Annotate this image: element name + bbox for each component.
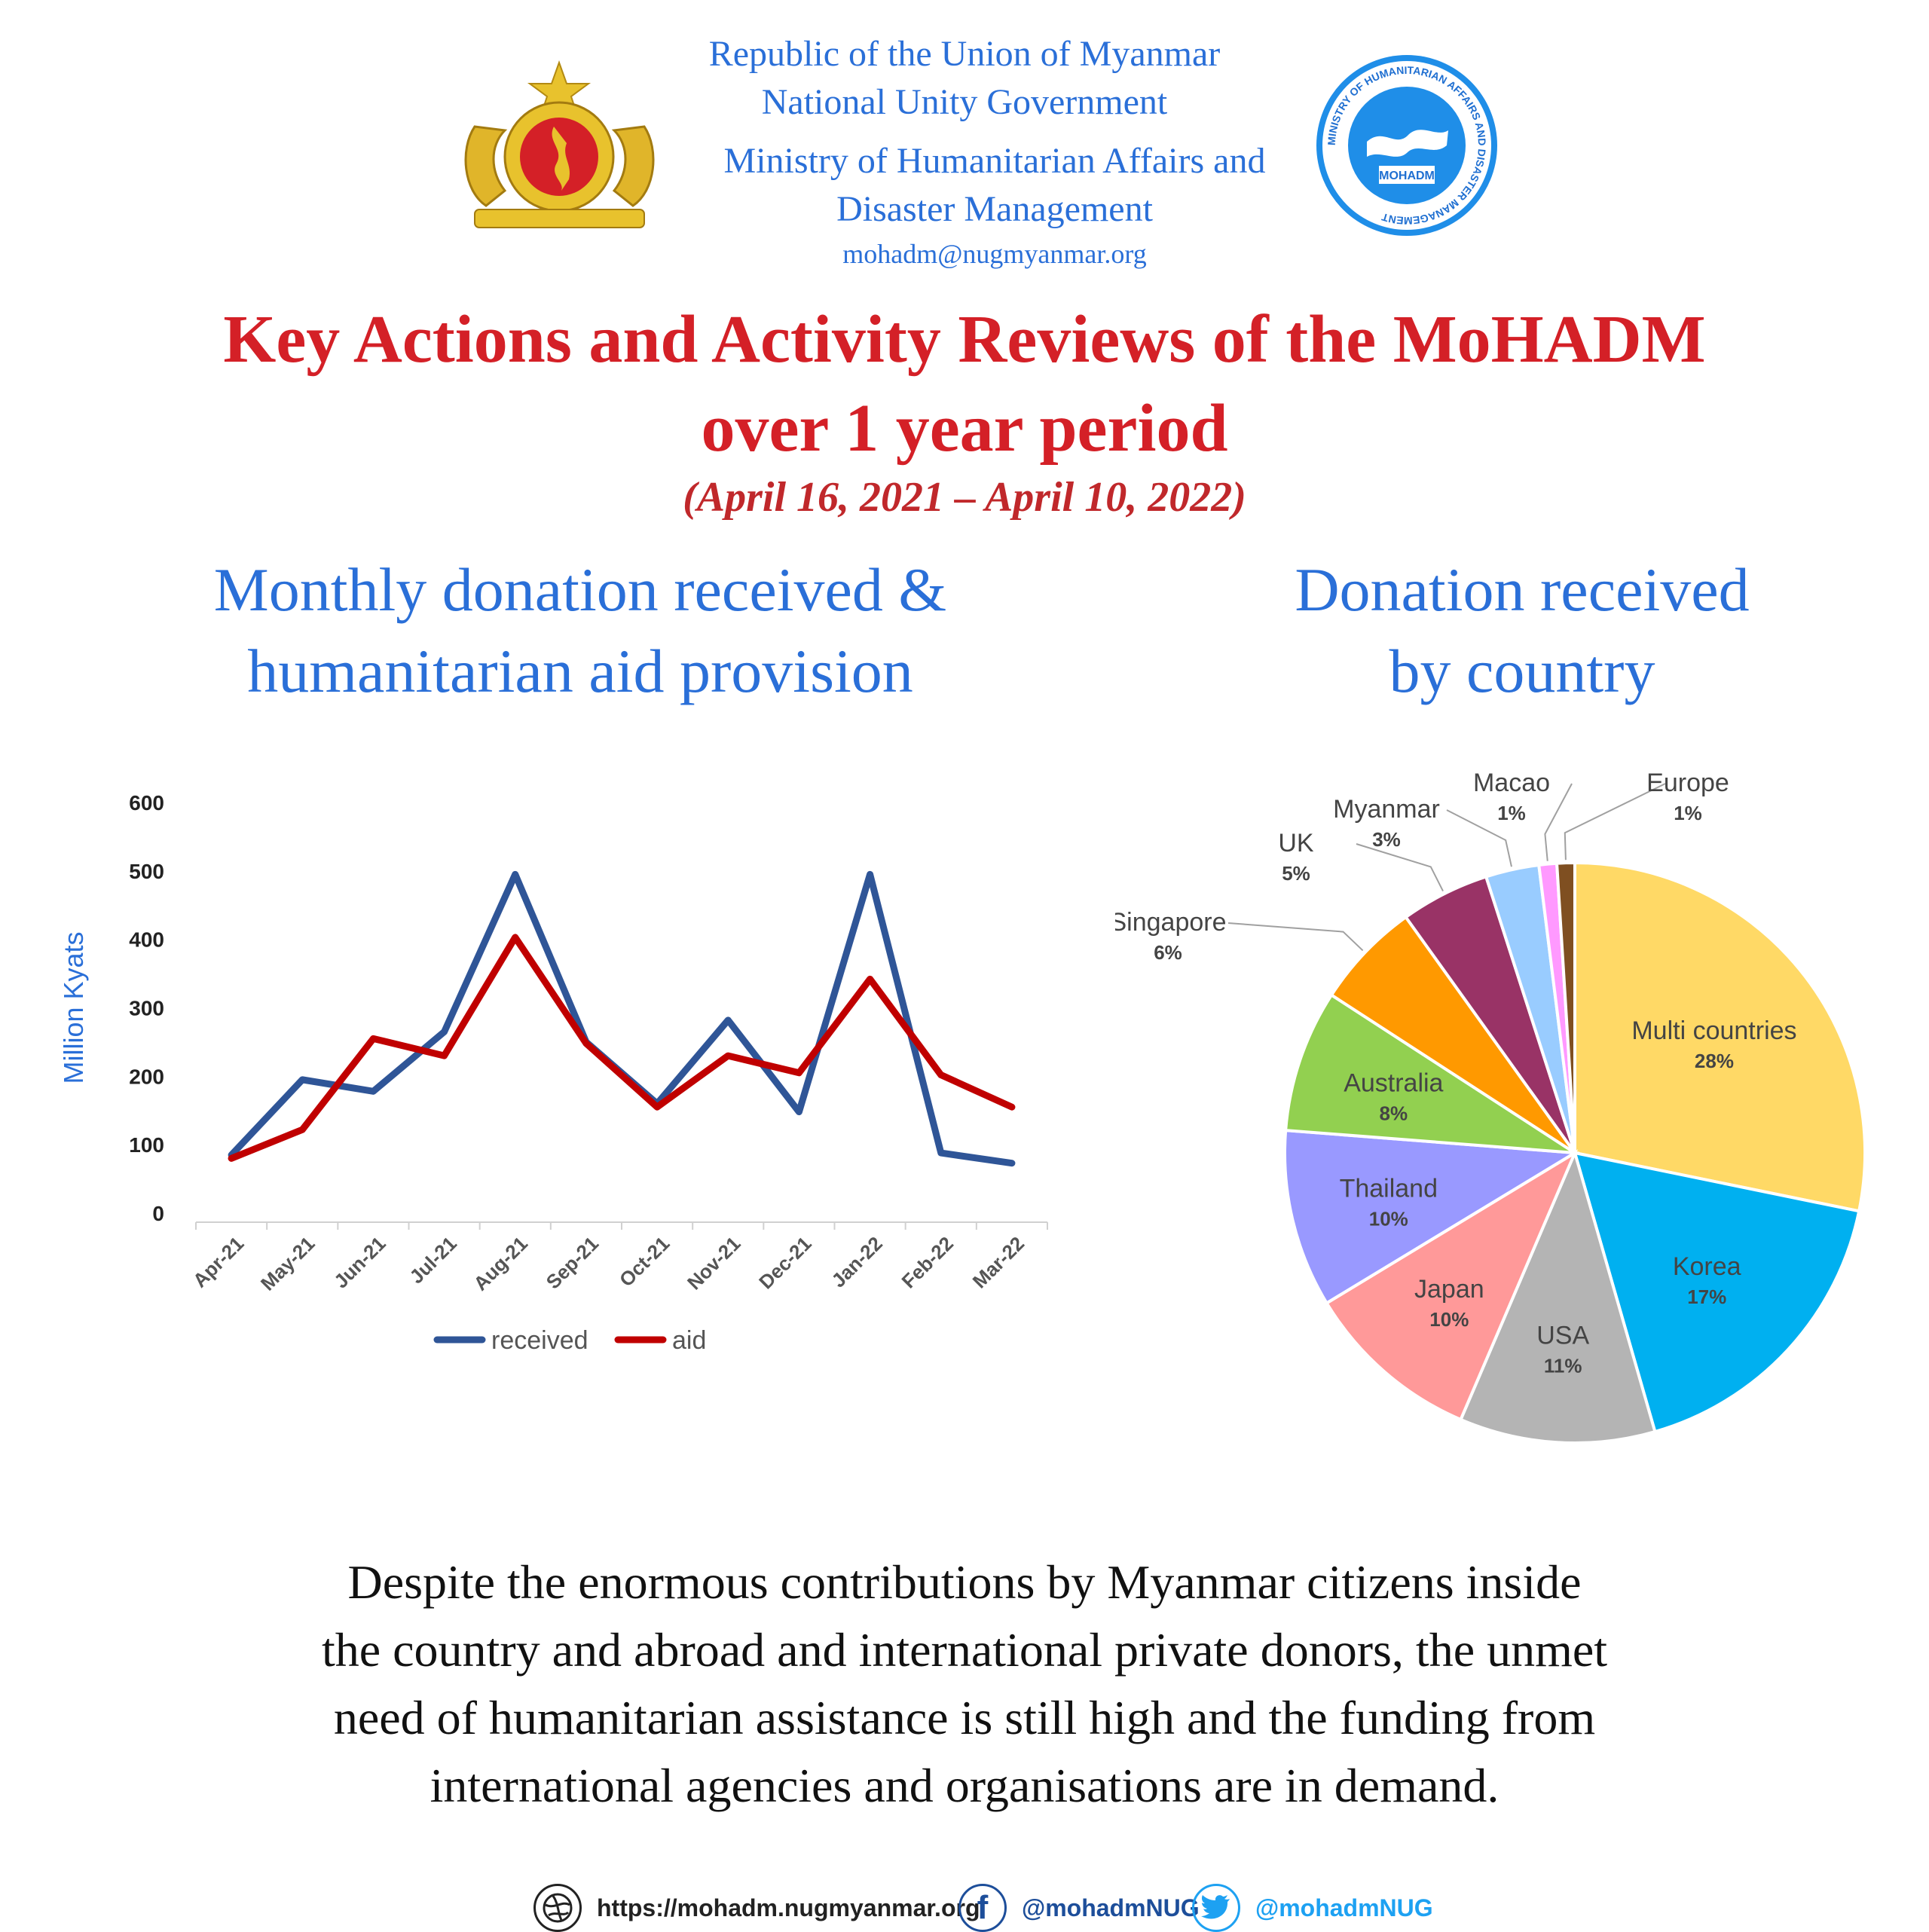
footer-facebook[interactable]: f @mohadmNUG xyxy=(958,1884,1200,1932)
line-chart-heading-2: humanitarian aid provision xyxy=(247,637,913,705)
slice-percent: 17% xyxy=(1687,1285,1726,1308)
slice-label: Japan xyxy=(1414,1275,1484,1304)
y-tick-label: 100 xyxy=(129,1133,164,1157)
twitter-handle[interactable]: @mohadmNUG xyxy=(1255,1894,1433,1921)
x-tick-label: Feb-22 xyxy=(897,1232,958,1292)
leader-line xyxy=(1356,843,1444,892)
pie-chart-heading-2: by country xyxy=(1389,637,1655,705)
ministry-seal: MINISTRY OF HUMANITARIAN AFFAIRS AND DIS… xyxy=(1316,55,1497,236)
x-tick-label: Aug-21 xyxy=(469,1232,532,1295)
slice-label: Singapore xyxy=(1115,908,1227,937)
slice-percent: 28% xyxy=(1695,1050,1734,1072)
x-tick-label: Dec-21 xyxy=(754,1232,816,1294)
contact-email: mohadm@nugmyanmar.org xyxy=(842,239,1147,269)
pie-chart: Multi countries 28% Korea 17% USA 11% Japan 10%… xyxy=(1115,769,1866,1444)
org-line-2: National Unity Government xyxy=(761,82,1168,122)
slice-label: Australia xyxy=(1344,1068,1443,1097)
legend-label: aid xyxy=(672,1326,706,1355)
legend-label: received xyxy=(491,1326,588,1355)
x-tick-label: May-21 xyxy=(256,1232,319,1295)
slice-label: USA xyxy=(1536,1322,1589,1350)
y-tick-label: 500 xyxy=(129,860,164,883)
body-text-line-3: need of humanitarian assistance is still… xyxy=(333,1691,1596,1744)
slice-percent: 3% xyxy=(1372,828,1401,851)
body-text-line-4: international agencies and organisations… xyxy=(430,1759,1499,1812)
facebook-handle[interactable]: @mohadmNUG xyxy=(1022,1894,1200,1921)
pie-slice xyxy=(1573,861,1866,1213)
facebook-icon: f xyxy=(958,1884,1007,1932)
slice-label: Macao xyxy=(1473,769,1550,797)
pie-slice xyxy=(1283,1128,1580,1306)
footer-twitter[interactable]: @mohadmNUG xyxy=(1192,1884,1433,1932)
pie-chart-heading-1: Donation received xyxy=(1295,555,1750,624)
page-title-line-1: Key Actions and Activity Reviews of the … xyxy=(223,302,1706,377)
slice-percent: 6% xyxy=(1154,941,1182,964)
org-line-3: Ministry of Humanitarian Affairs and xyxy=(723,141,1266,181)
y-axis-label: Million Kyats xyxy=(58,931,89,1084)
slice-label: Thailand xyxy=(1340,1175,1438,1203)
pie-slice xyxy=(1324,1149,1579,1422)
slice-percent: 11% xyxy=(1544,1355,1582,1377)
slice-percent: 8% xyxy=(1380,1102,1408,1124)
x-tick-label: Jul-21 xyxy=(405,1232,460,1288)
x-tick-label: Mar-22 xyxy=(968,1232,1029,1292)
slice-label: Korea xyxy=(1673,1252,1741,1281)
x-tick-label: Apr-21 xyxy=(188,1232,248,1292)
pie-slice xyxy=(1329,915,1576,1154)
page-title-line-2: over 1 year period xyxy=(701,391,1228,466)
slice-label: Europe xyxy=(1646,769,1729,797)
slice-percent: 5% xyxy=(1282,862,1310,885)
pie-slice xyxy=(1284,992,1576,1154)
body-text-line-2: the country and abroad and international… xyxy=(321,1623,1608,1677)
y-tick-label: 200 xyxy=(129,1065,164,1088)
series-line-aid xyxy=(228,934,1016,1162)
pie-slice xyxy=(1573,1151,1861,1434)
slice-label: Multi countries xyxy=(1631,1016,1796,1045)
org-line-4: Disaster Management xyxy=(836,189,1153,229)
slice-percent: 1% xyxy=(1674,802,1702,824)
x-tick-label: Jan-22 xyxy=(827,1232,886,1292)
slice-percent: 1% xyxy=(1497,802,1526,824)
org-line-1: Republic of the Union of Myanmar xyxy=(708,34,1221,74)
y-tick-label: 300 xyxy=(129,997,164,1020)
globe-icon xyxy=(533,1884,582,1932)
seal-logo-text: MOHADM xyxy=(1379,170,1435,182)
footer-website[interactable]: https://mohadm.nugmyanmar.org xyxy=(533,1884,980,1932)
slice-label: UK xyxy=(1278,829,1314,857)
leader-line xyxy=(1544,783,1573,861)
website-link[interactable]: https://mohadm.nugmyanmar.org xyxy=(597,1894,980,1921)
leader-line xyxy=(1564,783,1666,861)
slice-percent: 10% xyxy=(1429,1308,1469,1331)
slice-label: Myanmar xyxy=(1333,795,1440,824)
twitter-icon xyxy=(1192,1884,1240,1932)
leader-line xyxy=(1227,922,1364,952)
x-tick-label: Sep-21 xyxy=(542,1232,604,1294)
series-line-received xyxy=(228,870,1016,1167)
leader-line xyxy=(1446,809,1512,867)
period-subtitle: (April 16, 2021 – April 10, 2022) xyxy=(683,474,1246,521)
x-tick-label: Nov-21 xyxy=(683,1232,745,1295)
pie-slice xyxy=(1555,861,1576,1154)
state-emblem xyxy=(464,60,655,228)
pie-slice xyxy=(1458,1148,1657,1444)
y-tick-label: 600 xyxy=(129,791,164,815)
x-tick-label: Oct-21 xyxy=(615,1232,674,1291)
line-chart-heading-1: Monthly donation received & xyxy=(213,555,947,624)
y-tick-label: 400 xyxy=(129,928,164,952)
x-tick-label: Jun-21 xyxy=(329,1232,390,1292)
slice-percent: 10% xyxy=(1369,1208,1408,1230)
body-text-line-1: Despite the enormous contributions by My… xyxy=(347,1555,1582,1609)
y-tick-label: 0 xyxy=(152,1202,164,1225)
